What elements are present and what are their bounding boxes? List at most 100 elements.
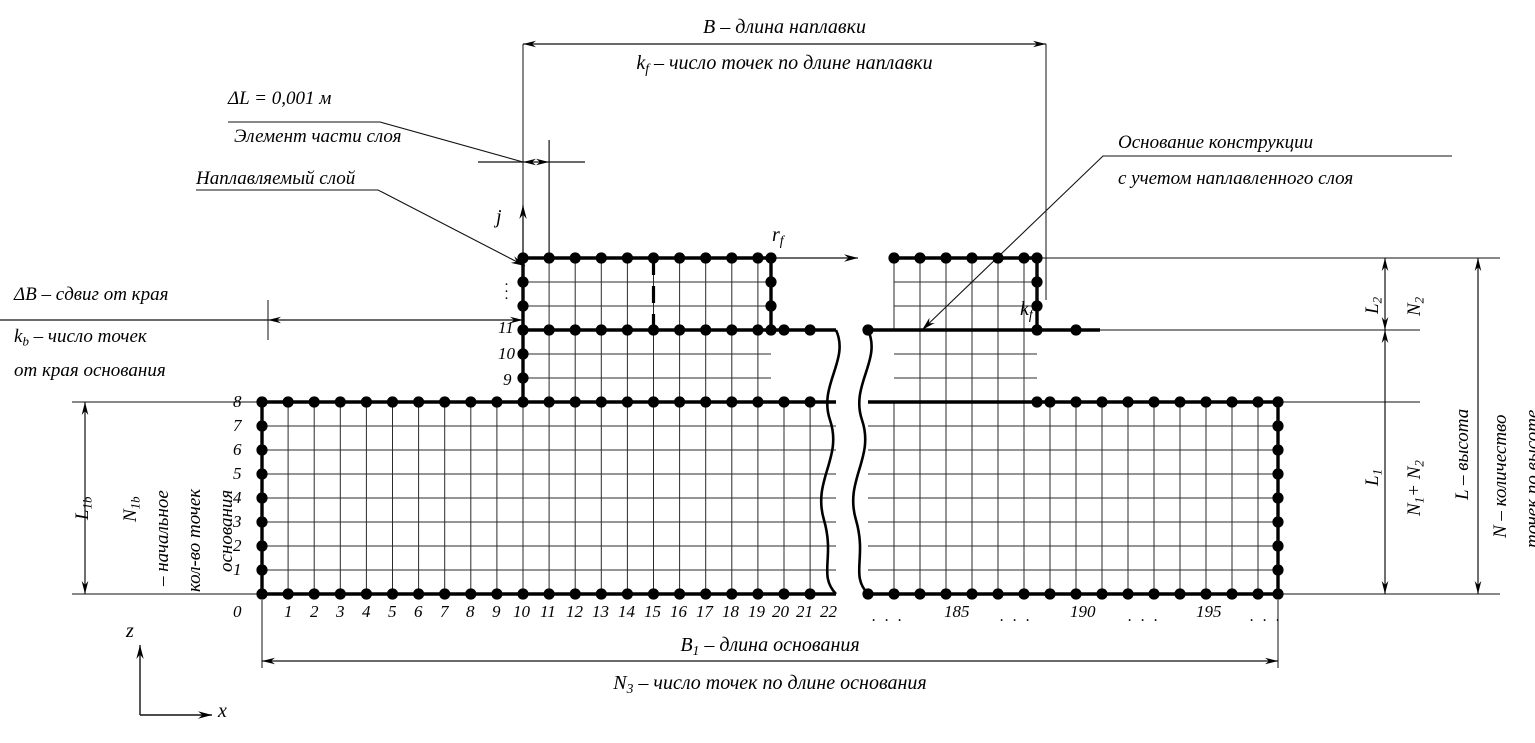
leader-deposited-layer [196, 189, 526, 267]
deposited-layer-label: Наплавляемый слой [196, 168, 356, 189]
leader-base-with-layer [921, 155, 1452, 331]
col-label-19: 19 [748, 602, 765, 621]
row-label-2: 2 [233, 536, 242, 555]
row-label-1: 1 [233, 560, 242, 579]
deltaL-dimension [478, 140, 585, 258]
N1b-desc-line1: – начальное [152, 490, 173, 586]
nodes-base-left-top [256, 396, 529, 408]
symbol-L1: L [1362, 475, 1383, 486]
col-ellipsis-c: ... [1128, 608, 1167, 625]
N-count-label-1: N – количество [1490, 414, 1511, 538]
col-ellipsis-a: ... [872, 608, 911, 625]
col-label-15: 15 [644, 602, 661, 621]
nodes-deposit-left-right-column [765, 276, 777, 312]
row-label-0: 0 [233, 602, 242, 621]
col-label-20: 20 [772, 602, 789, 621]
top-dim-lower-label: kf – число точек по длине наплавки [636, 52, 933, 76]
N2-label: N2 [1404, 297, 1427, 316]
col-label-1: 1 [284, 602, 293, 621]
nodes-deposit-right-column [1031, 276, 1043, 336]
row-label-5: 5 [233, 464, 242, 483]
symbol-L1b-sub: 1b [79, 496, 95, 510]
axis-x-label: x [218, 700, 227, 722]
nodes-deposit-right-top [888, 252, 1043, 264]
base-with-layer-label-1: Основание конструкции [1118, 132, 1314, 153]
nodes-base-right-bottom [862, 588, 1284, 600]
col-ellipsis-b: ... [1000, 608, 1039, 625]
nodes-deposit-left-top [517, 252, 777, 264]
col-label-12: 12 [566, 602, 583, 621]
col-label-4: 4 [362, 602, 371, 621]
symbol-N2b: N [1404, 466, 1425, 480]
symbol-L1b: L [72, 509, 93, 520]
delta-b-label: ΔB – сдвиг от края [14, 284, 169, 305]
base-grid-right [868, 402, 1278, 594]
col-label-11: 11 [540, 602, 556, 621]
symbol-kf-right-sub: f [1028, 306, 1033, 322]
col-label-7: 7 [440, 602, 449, 621]
col-label-16: 16 [670, 602, 687, 621]
col-ellipsis-d: ... [1250, 608, 1289, 625]
symbol-L2: L [1362, 303, 1383, 314]
symbol-B: B [703, 16, 716, 38]
symbol-N1b-sub: 1b [127, 496, 143, 510]
L2-label: L2 [1362, 297, 1385, 314]
deposit-outline-right [868, 256, 1100, 332]
row-label-3: 3 [233, 512, 242, 531]
col-label-18: 18 [722, 602, 739, 621]
L-height-label: L – высота [1452, 408, 1473, 500]
top-dim-upper-label: B – длина наплавки [703, 16, 866, 38]
symbol-N3-sub: 3 [626, 680, 634, 696]
L1-label: L1 [1362, 469, 1385, 486]
col-label-6: 6 [414, 602, 423, 621]
break-line [819, 329, 873, 595]
deposit-grid-right-upper [893, 258, 1037, 330]
symbol-rf-sub: f [779, 232, 784, 248]
col-label-21: 21 [796, 602, 813, 621]
col-label-2: 2 [310, 602, 319, 621]
nodes-deposit-left-column [517, 276, 529, 384]
bottom-dim-lower-label: N3 – число точек по длине основания [613, 672, 927, 696]
base-grid-left [262, 402, 836, 594]
rf-axis-label: rf [772, 224, 784, 248]
symbol-N1: N [1404, 503, 1425, 516]
bottom-dim-upper-label: B1 – длина основания [680, 634, 860, 658]
row-label-7: 7 [233, 416, 242, 435]
mesh-nodes [256, 252, 1284, 600]
symbol-B1: B [680, 634, 693, 656]
col-label-185: 185 [944, 602, 970, 621]
row-label-6: 6 [233, 440, 242, 459]
L1b-label: L1b [72, 497, 95, 520]
symbol-N2: N [1404, 303, 1425, 316]
row-label-8: 8 [233, 392, 242, 411]
N-count-label-2: точек по высоте [1522, 409, 1535, 548]
nodes-step-shoulder [543, 396, 816, 408]
deposit-grid-right [894, 330, 1037, 402]
symbol-L2-sub: 2 [1369, 296, 1385, 304]
delta-l-label: ΔL = 0,001 м [228, 88, 332, 109]
nodes-deposit-left-mid [517, 324, 816, 336]
symbol-kf-right: k [1020, 298, 1029, 320]
symbol-N2b-sub: 2 [1411, 460, 1427, 467]
base-with-layer-label-2: с учетом наплавленного слоя [1118, 168, 1354, 189]
leader-element-part [228, 121, 524, 163]
j-axis-label: j [496, 206, 502, 228]
symbol-N1-sub: 1 [1411, 496, 1427, 504]
col-label-9: 9 [492, 602, 501, 621]
nodes-base-left-column [256, 420, 268, 576]
col-label-195: 195 [1196, 602, 1222, 621]
row-label-9: 9 [503, 370, 512, 389]
symbol-N3: N [613, 672, 627, 694]
row-label-4: 4 [233, 488, 242, 507]
nodes-step-shoulder-right [862, 324, 1082, 336]
symbol-kf-sub: f [645, 60, 649, 76]
axis-z-label: z [126, 620, 134, 642]
col-label-10: 10 [513, 602, 530, 621]
coordinate-axes [136, 645, 212, 719]
symbol-N1b: N [120, 509, 141, 522]
col-label-190: 190 [1070, 602, 1096, 621]
row-label-10: 10 [498, 344, 515, 363]
symbol-L1-sub: 1 [1369, 468, 1385, 476]
